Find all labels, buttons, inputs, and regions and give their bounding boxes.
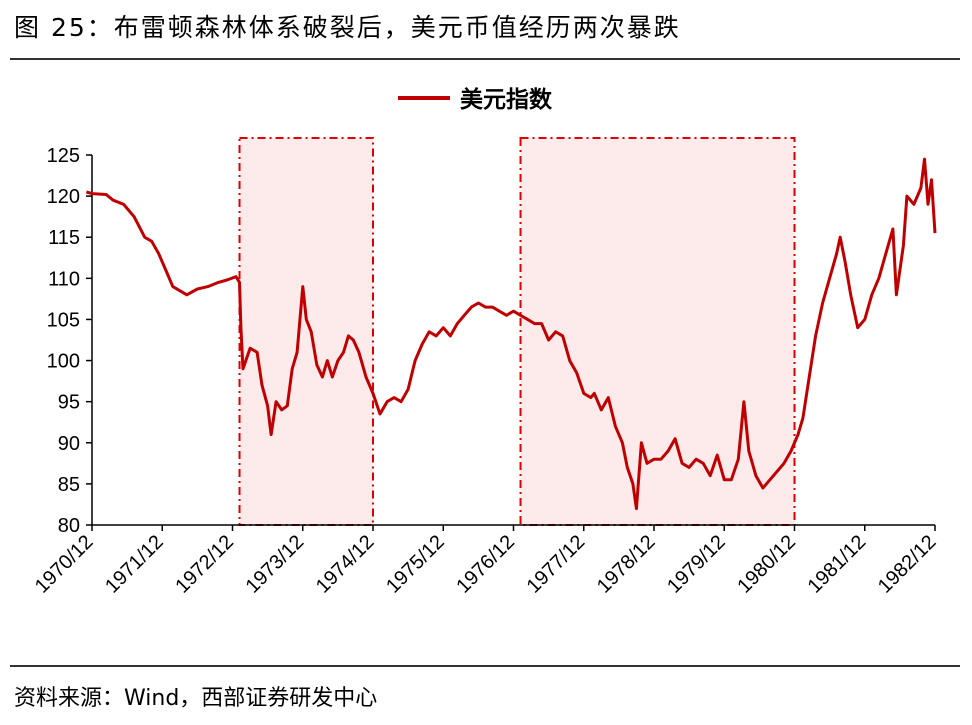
y-axis-ticks: 80 85 90 95 100 105 110 115 120 125 <box>47 145 92 537</box>
x-axis-ticks: 1970/12 1971/12 1972/12 1973/12 1974/12 1975/… <box>31 525 941 598</box>
x-tick-label: 1982/12 <box>874 531 941 598</box>
top-divider <box>10 58 960 60</box>
x-tick-label: 1981/12 <box>804 531 871 598</box>
series-line-usd-index <box>85 157 937 511</box>
y-tick-label: 105 <box>47 309 80 331</box>
x-tick-label: 1977/12 <box>523 531 590 598</box>
legend: 美元指数 <box>398 86 553 113</box>
source-note: 资料来源：Wind，西部证券研发中心 <box>14 686 378 711</box>
shaded-periods <box>238 137 796 526</box>
y-tick-label: 125 <box>47 145 80 167</box>
x-tick-label: 1975/12 <box>382 531 449 598</box>
y-tick-label: 85 <box>58 474 80 496</box>
y-tick-label: 120 <box>47 186 80 208</box>
shaded-period-1 <box>238 137 374 526</box>
y-tick-label: 90 <box>58 433 80 455</box>
x-tick-label: 1978/12 <box>593 531 660 598</box>
x-tick-label: 1980/12 <box>733 531 800 598</box>
legend-label: 美元指数 <box>460 86 553 113</box>
y-tick-label: 95 <box>58 392 80 414</box>
x-tick-label: 1973/12 <box>242 531 309 598</box>
bottom-divider <box>10 665 960 667</box>
x-tick-label: 1972/12 <box>171 531 238 598</box>
y-tick-label: 110 <box>48 268 80 290</box>
x-tick-label: 1970/12 <box>31 531 98 598</box>
chart-title: 图 25：布雷顿森林体系破裂后，美元币值经历两次暴跌 <box>14 13 681 42</box>
y-tick-label: 115 <box>48 227 80 249</box>
x-tick-label: 1979/12 <box>663 531 730 598</box>
y-tick-label: 80 <box>58 515 80 537</box>
y-tick-label: 100 <box>47 351 80 373</box>
x-tick-label: 1971/12 <box>101 531 168 598</box>
x-tick-label: 1976/12 <box>452 531 519 598</box>
axes <box>91 155 935 526</box>
x-tick-label: 1974/12 <box>312 531 379 598</box>
